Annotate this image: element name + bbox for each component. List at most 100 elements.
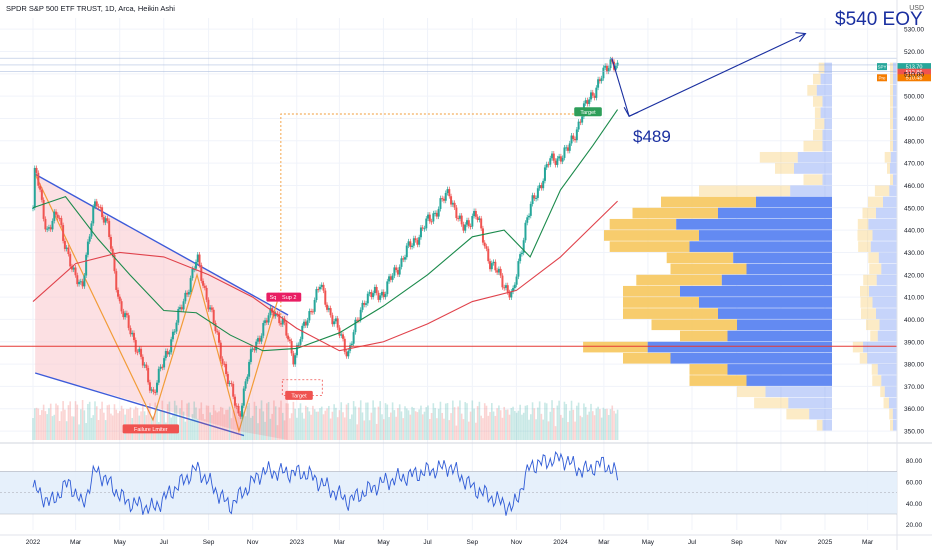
volume-profile-right-buy: [872, 297, 897, 308]
volume-bar: [531, 402, 534, 440]
candle-body: [74, 267, 77, 276]
candle-body: [483, 242, 486, 247]
volume-profile-right-sell: [890, 73, 893, 85]
candle-body: [136, 351, 139, 353]
volume-bar: [485, 405, 488, 440]
candle-body: [439, 198, 442, 209]
volume-bar: [71, 416, 73, 440]
volume-bar: [184, 421, 187, 440]
candle-body: [132, 332, 135, 340]
volume-bar: [303, 418, 305, 440]
candle-body: [551, 153, 554, 159]
candle-body: [177, 309, 180, 323]
candle-body: [209, 307, 212, 310]
currency-label: USD: [909, 5, 924, 12]
volume-bar: [219, 406, 222, 440]
volume-profile-bar-sell: [670, 263, 747, 275]
volume-profile-right-sell: [890, 96, 893, 107]
candle-body: [356, 319, 359, 321]
volume-bar: [407, 410, 410, 440]
volume-bar: [191, 414, 194, 440]
candle-body: [561, 157, 564, 162]
volume-bar: [595, 408, 598, 440]
volume-bar: [202, 413, 204, 440]
volume-bar: [280, 400, 282, 440]
candle-body: [310, 311, 313, 313]
y-tick-label: 460.00: [904, 183, 924, 190]
volume-bar: [577, 402, 580, 440]
volume-bar: [46, 414, 48, 440]
volume-bar: [326, 408, 328, 440]
volume-bar: [455, 425, 458, 440]
volume-bar: [44, 411, 47, 440]
candle-body: [280, 323, 283, 325]
volume-bar: [583, 403, 585, 440]
volume-bar: [287, 403, 289, 440]
candle-body: [115, 271, 118, 290]
volume-bar: [613, 410, 615, 440]
volume-bar: [72, 416, 75, 440]
candle-body: [365, 303, 368, 305]
volume-bar: [514, 410, 516, 440]
volume-profile-right-buy: [893, 84, 897, 96]
volume-bar: [85, 423, 87, 440]
candle-body: [258, 338, 261, 342]
candle-body: [109, 236, 112, 249]
candle-body: [303, 321, 306, 326]
candle-body: [347, 350, 350, 357]
volume-bar: [496, 408, 498, 440]
volume-bar: [41, 410, 43, 440]
volume-bar: [397, 408, 399, 440]
candle-body: [329, 308, 332, 316]
candle-body: [450, 196, 453, 205]
volume-bar: [381, 414, 383, 440]
volume-bar: [64, 409, 66, 440]
candle-body: [85, 254, 88, 276]
volume-profile-bar-buy: [699, 230, 832, 241]
candle-body: [32, 207, 34, 209]
candle-body: [581, 116, 584, 123]
volume-bar: [466, 403, 468, 440]
volume-bar: [361, 412, 364, 440]
candle-body: [469, 225, 472, 227]
volume-bar: [591, 411, 594, 440]
volume-bar: [329, 418, 332, 440]
volume-bar: [482, 418, 484, 440]
candle-body: [40, 189, 43, 200]
x-tick-label: Sep: [467, 539, 479, 546]
wedge-fill: [35, 174, 289, 440]
candle-body: [384, 294, 387, 298]
candle-body: [602, 67, 605, 79]
volume-bar: [315, 411, 318, 440]
volume-profile-right-buy: [893, 73, 897, 85]
volume-profile-bar-sell: [813, 96, 823, 107]
candle-body: [572, 135, 575, 139]
volume-profile-bar-sell: [689, 364, 728, 375]
candle-body: [501, 275, 504, 288]
volume-bar: [83, 410, 86, 440]
volume-profile-right-buy: [872, 230, 897, 241]
volume-bar: [607, 414, 610, 440]
candle-body: [262, 322, 265, 336]
volume-profile-bar-buy: [788, 397, 832, 409]
candle-body: [614, 65, 617, 70]
volume-profile-right-sell: [870, 330, 878, 342]
volume-profile-right-sell: [871, 364, 878, 375]
candle-body: [102, 217, 105, 223]
volume-bar: [554, 426, 557, 440]
candle-body: [404, 257, 407, 260]
volume-profile-right-sell: [861, 308, 876, 319]
volume-bar: [453, 407, 456, 440]
candle-body: [168, 352, 171, 355]
volume-bar: [264, 421, 266, 440]
candle-body: [131, 332, 134, 335]
volume-bar: [129, 407, 132, 440]
candle-body: [285, 322, 288, 336]
volume-bar: [446, 403, 449, 440]
candle-body: [520, 252, 523, 255]
price-tag-name: Pre: [878, 76, 886, 81]
volume-profile-bar-sell: [666, 252, 734, 264]
volume-bar: [253, 401, 256, 440]
volume-bar: [432, 403, 435, 440]
volume-bar: [423, 411, 426, 440]
